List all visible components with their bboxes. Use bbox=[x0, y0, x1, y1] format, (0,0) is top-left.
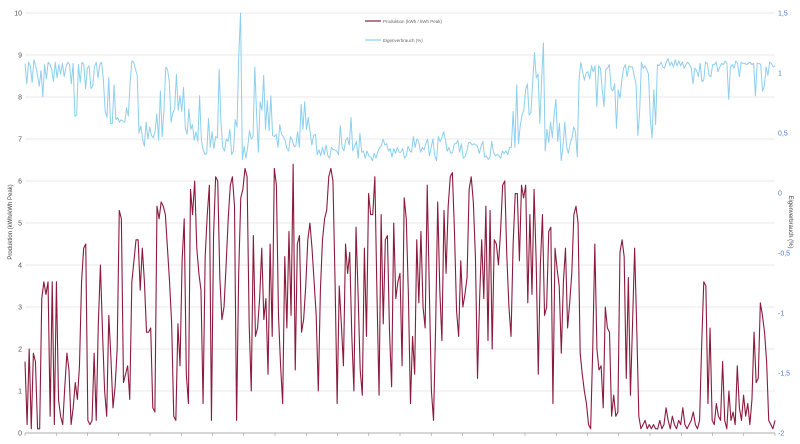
left-tick-label: 1 bbox=[18, 389, 22, 396]
series-line-produktion bbox=[24, 163, 776, 430]
left-tick-label: 0 bbox=[18, 431, 22, 438]
left-axis-title: Produktion (kWh/kWh Peak) bbox=[8, 184, 14, 259]
right-tick-label: 1 bbox=[778, 71, 782, 78]
series-lines bbox=[24, 12, 776, 430]
left-tick-label: 7 bbox=[18, 137, 22, 144]
left-tick-label: 9 bbox=[18, 53, 22, 60]
right-tick-label: -0,5 bbox=[778, 251, 790, 258]
left-tick-label: 8 bbox=[18, 95, 22, 102]
right-tick-label: 0,5 bbox=[778, 131, 788, 138]
legend-label-eigenverbrauch: Eigenverbrauch (%) bbox=[383, 38, 423, 43]
left-tick-label: 3 bbox=[18, 305, 22, 312]
right-tick-label: 1,5 bbox=[778, 11, 788, 18]
right-axis-ticks: -2 -1,5 -1 -0,5 0 0,5 1 1,5 bbox=[778, 11, 790, 438]
right-tick-label: -2 bbox=[778, 431, 784, 438]
right-axis-title: Eigenverbrauch (%) bbox=[787, 195, 793, 248]
left-tick-label: 4 bbox=[18, 263, 22, 270]
left-tick-label: 2 bbox=[18, 347, 22, 354]
right-tick-label: 0 bbox=[778, 191, 782, 198]
left-axis-ticks: 0 1 2 3 4 5 6 7 8 9 10 bbox=[14, 11, 22, 438]
x-axis bbox=[24, 432, 776, 436]
right-tick-label: -1 bbox=[778, 311, 784, 318]
gridlines bbox=[25, 12, 775, 434]
left-tick-label: 6 bbox=[18, 179, 22, 186]
legend-label-produktion: Produktion (kWh / kWh Peak) bbox=[383, 19, 443, 24]
left-tick-label: 10 bbox=[14, 11, 22, 18]
left-tick-label: 5 bbox=[18, 221, 22, 228]
legend: Produktion (kWh / kWh Peak) Eigenverbrau… bbox=[365, 19, 443, 43]
right-tick-label: -1,5 bbox=[778, 371, 790, 378]
series-line-eigenverbrauch bbox=[24, 12, 776, 162]
